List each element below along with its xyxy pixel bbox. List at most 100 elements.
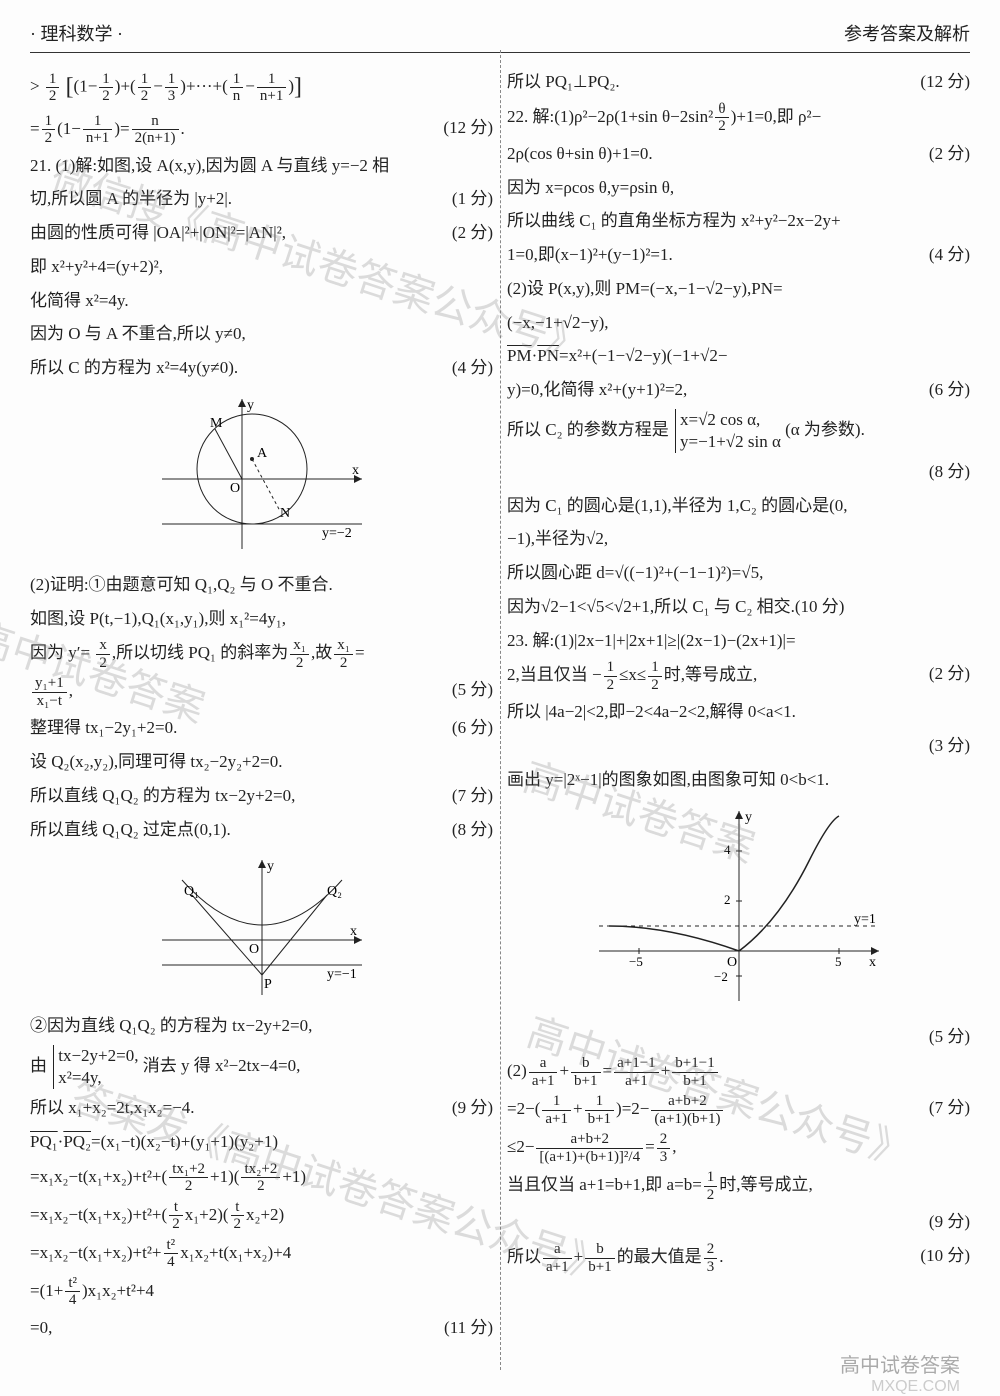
text: ≤2− bbox=[507, 1137, 534, 1156]
line: 21. (1)解:如图,设 A(x,y),因为圆 A 与直线 y=−2 相 bbox=[30, 151, 493, 181]
column-divider bbox=[500, 50, 501, 1370]
svg-text:y=−2: y=−2 bbox=[322, 526, 352, 541]
qnum: 23. bbox=[507, 631, 528, 650]
figure-2: Q₁ Q₂ O P x y y=−1 bbox=[30, 850, 493, 1005]
line: 设 Q₂(x₂,y₂),同理可得 tx₂−2y₂+2=0. bbox=[30, 747, 493, 777]
text: ,所以切线 PQ₁ 的斜率为 bbox=[112, 643, 288, 662]
text: 所以直线 Q₁Q₂ 的方程为 tx−2y+2=0, bbox=[30, 781, 442, 811]
score: (5 分) bbox=[442, 675, 493, 705]
line: (9 分) bbox=[507, 1207, 970, 1237]
svg-text:A: A bbox=[257, 446, 268, 461]
text: 所以 bbox=[507, 1247, 541, 1266]
score: (3 分) bbox=[919, 731, 970, 761]
line: 切,所以圆 A 的半径为 |y+2|.(1 分) bbox=[30, 184, 493, 214]
line: 因为 O 与 A 不重合,所以 y≠0, bbox=[30, 319, 493, 349]
text: ②因为直线 Q₁Q₂ 的方程为 tx−2y+2=0, bbox=[30, 1011, 493, 1041]
score: (2 分) bbox=[442, 218, 493, 248]
score: (6 分) bbox=[919, 375, 970, 405]
line: =x₁x₂−t(x₁+x₂)+t²+(tx₁+22+1)(tx₂+22+1) bbox=[30, 1161, 493, 1195]
figure-1: M A O N x y y=−2 bbox=[30, 389, 493, 564]
text: 所以 x₁+x₂=2t,x₁x₂=−4. bbox=[30, 1093, 442, 1123]
line: 所以aa+1+bb+1的最大值是23.(10 分) bbox=[507, 1241, 970, 1275]
svg-text:x: x bbox=[352, 463, 359, 478]
svg-text:O: O bbox=[727, 955, 737, 970]
header-right: 参考答案及解析 bbox=[844, 20, 970, 46]
line: 由 tx−2y+2=0,x²=4y, 消去 y 得 x²−2tx−4=0, bbox=[30, 1045, 493, 1089]
score: (6 分) bbox=[442, 713, 493, 743]
line: 所以直线 Q₁Q₂ 的方程为 tx−2y+2=0,(7 分) bbox=[30, 781, 493, 811]
svg-text:x: x bbox=[869, 955, 876, 970]
text: 化简得 x²=4y. bbox=[30, 286, 493, 316]
line: 22. 解:(1)ρ²−2ρ(1+sin θ−2sin²θ2)+1=0,即 ρ²… bbox=[507, 101, 970, 135]
svg-text:y=−1: y=−1 bbox=[327, 967, 357, 982]
svg-text:y=1: y=1 bbox=[854, 912, 876, 927]
svg-text:−5: −5 bbox=[629, 954, 643, 969]
line: ≤2−a+b+2[(a+1)+(b+1)]²/4=23, bbox=[507, 1131, 970, 1165]
line: 即 x²+y²+4=(y+2)², bbox=[30, 252, 493, 282]
text: ,故 bbox=[311, 643, 332, 662]
svg-text:O: O bbox=[230, 481, 240, 496]
text: 所以 C₂ 的参数方程是 bbox=[507, 420, 669, 439]
text: 即 x²+y²+4=(y+2)², bbox=[30, 252, 493, 282]
text: (2) bbox=[507, 1061, 527, 1080]
qnum: 21. bbox=[30, 156, 51, 175]
score: (9 分) bbox=[919, 1207, 970, 1237]
text: 消去 y 得 x²−2tx−4=0, bbox=[143, 1056, 301, 1075]
line: PQ₁·PQ₂又 PQ₁·PQ₂=(x₁−t)(x₂−t)+(y₁+1)(y₂+… bbox=[30, 1127, 493, 1157]
line: 所以 C₂ 的参数方程是 x=√2 cos α,y=−1+√2 sin α (α… bbox=[507, 409, 970, 453]
left-column: > 12 [(1−12)+(12−13)+···+(1n−1n+1)] =12(… bbox=[30, 63, 493, 1347]
svg-text:y: y bbox=[267, 859, 274, 874]
page-header: · 理科数学 · 参考答案及解析 bbox=[30, 20, 970, 53]
score: (2 分) bbox=[919, 659, 970, 689]
text: 1=0,即(x−1)²+(y−1)²=1. bbox=[507, 240, 919, 270]
line: 因为√2−1<√5<√2+1,所以 C₁ 与 C₂ 相交.(10 分) bbox=[507, 592, 970, 622]
line: ②因为直线 Q₁Q₂ 的方程为 tx−2y+2=0, bbox=[30, 1011, 493, 1041]
line: 因为 C₁ 的圆心是(1,1),半径为 1,C₂ 的圆心是(0, bbox=[507, 491, 970, 521]
text: 所以圆心距 d=√((−1)²+(−1−1)²)=√5, bbox=[507, 558, 970, 588]
line: 画出 y=|2ˣ−1|的图象如图,由图象可知 0<b<1. bbox=[507, 765, 970, 795]
text: 2,当且仅当 − bbox=[507, 665, 602, 684]
text: 由圆的性质可得 |OA|²+|ON|²=|AN|², bbox=[30, 218, 442, 248]
text: 因为√2−1<√5<√2+1,所以 C₁ 与 C₂ 相交.(10 分) bbox=[507, 592, 970, 622]
text: ≤x≤ bbox=[619, 665, 646, 684]
line: 2ρ(cos θ+sin θ)+1=0.(2 分) bbox=[507, 139, 970, 169]
svg-text:2: 2 bbox=[724, 892, 731, 907]
line: > 12 [(1−12)+(12−13)+···+(1n−1n+1)] bbox=[30, 67, 493, 109]
svg-text:−2: −2 bbox=[714, 969, 728, 984]
text: y)=0,化简得 x²+(y+1)²=2, bbox=[507, 375, 919, 405]
line: (3 分) bbox=[507, 731, 970, 761]
score: (2 分) bbox=[919, 139, 970, 169]
text: 因为 C₁ 的圆心是(1,1),半径为 1,C₂ 的圆心是(0, bbox=[507, 491, 970, 521]
text: 当且仅当 a+1=b+1,即 a=b= bbox=[507, 1175, 702, 1194]
text: =x₁x₂−t(x₁+x₂)+t²+ bbox=[30, 1243, 162, 1262]
line: 所以 C 的方程为 x²=4y(y≠0).(4 分) bbox=[30, 353, 493, 383]
score: (8 分) bbox=[442, 815, 493, 845]
line: =x₁x₂−t(x₁+x₂)+t²+t²4x₁x₂+t(x₁+x₂)+4 bbox=[30, 1237, 493, 1271]
figure-3: O x y y=1 −5 5 2 4 −2 bbox=[507, 801, 970, 1016]
text: x₁x₂+t(x₁+x₂)+4 bbox=[180, 1243, 291, 1262]
line: 1=0,即(x−1)²+(y−1)²=1.(4 分) bbox=[507, 240, 970, 270]
line: =2−(1a+1+1b+1)=2−a+b+2(a+1)(b+1)(7 分) bbox=[507, 1093, 970, 1127]
text: 由 bbox=[30, 1056, 47, 1075]
text: =0, bbox=[30, 1313, 434, 1343]
text: = bbox=[30, 1281, 40, 1300]
line: 所以 PQ₁⊥PQ₂.(12 分) bbox=[507, 67, 970, 97]
line: 所以圆心距 d=√((−1)²+(−1−1)²)=√5, bbox=[507, 558, 970, 588]
text: > bbox=[30, 77, 40, 96]
text: (α 为参数). bbox=[785, 420, 865, 439]
header-left: · 理科数学 · bbox=[30, 20, 123, 46]
svg-text:N: N bbox=[280, 506, 290, 521]
text: 解:(1)ρ²−2ρ(1+sin θ−2sin² bbox=[533, 107, 714, 126]
text: 画出 y=|2ˣ−1|的图象如图,由图象可知 0<b<1. bbox=[507, 765, 970, 795]
svg-text:Q₁: Q₁ bbox=[184, 884, 199, 899]
line: 所以直线 Q₁Q₂ 过定点(0,1).(8 分) bbox=[30, 815, 493, 845]
score: (5 分) bbox=[919, 1022, 970, 1052]
text: 切,所以圆 A 的半径为 |y+2|. bbox=[30, 184, 442, 214]
line: 化简得 x²=4y. bbox=[30, 286, 493, 316]
line: 所以 |4a−2|<2,即−2<4a−2<2,解得 0<a<1. bbox=[507, 697, 970, 727]
text: 的最大值是 bbox=[617, 1247, 702, 1266]
score: (4 分) bbox=[442, 353, 493, 383]
line: (2)aa+1+bb+1=a+1−1a+1+b+1−1b+1 bbox=[507, 1055, 970, 1089]
score: (9 分) bbox=[442, 1093, 493, 1123]
svg-text:x: x bbox=[350, 924, 357, 939]
